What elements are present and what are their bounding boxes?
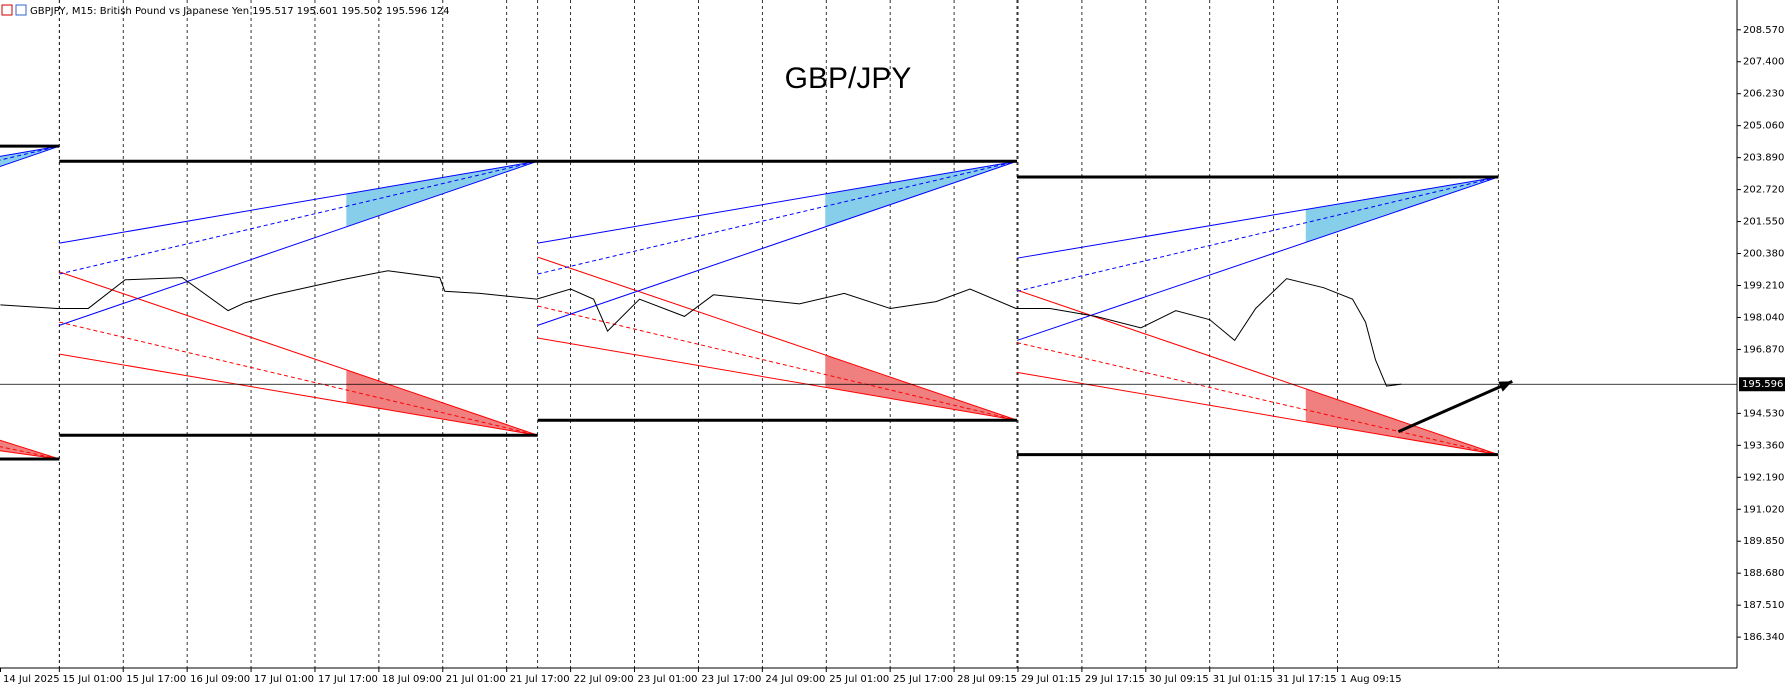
x-tick-label: 16 Jul 09:00 [190,674,250,685]
y-tick-label: 206.230 [1743,89,1784,100]
y-tick-label: 202.720 [1743,185,1784,196]
y-tick-label: 186.340 [1743,632,1784,643]
plot-area [0,0,1513,668]
x-tick-label: 23 Jul 01:00 [638,674,698,685]
x-tick-label: 15 Jul 17:00 [126,674,186,685]
blue-fan-line [1016,176,1499,341]
y-tick-label: 198.040 [1743,312,1784,323]
x-tick-label: 22 Jul 09:00 [574,674,634,685]
blue-fan-line [1016,176,1499,292]
y-tick-label: 189.850 [1743,536,1784,547]
red-fan-line [59,353,538,436]
x-tick-label: 15 Jul 01:00 [62,674,122,685]
y-tick-label: 187.510 [1743,600,1784,611]
y-tick-label: 207.400 [1743,57,1784,68]
blue-fan-line [537,160,1018,244]
red-fan-line [537,256,1018,421]
y-tick-label: 200.380 [1743,249,1784,260]
x-tick-label: 1 Aug 09:15 [1341,674,1402,685]
x-tick-label: 29 Jul 01:15 [1021,674,1081,685]
red-fan-line [537,337,1018,421]
y-tick-label: 191.020 [1743,504,1784,515]
red-fan-line [59,321,538,436]
x-tick-label: 30 Jul 09:15 [1149,674,1209,685]
x-tick-label: 21 Jul 01:00 [446,674,506,685]
projection-arrow [1397,380,1513,434]
y-tick-label: 201.550 [1743,217,1784,228]
x-tick-label: 25 Jul 17:00 [893,674,953,685]
header: GBPJPY, M15: British Pound vs Japanese Y… [30,6,450,17]
blue-fan-line [59,160,538,275]
red-fan-line [59,271,538,436]
blue-fan-line [1016,176,1499,259]
x-tick-label: 18 Jul 09:00 [382,674,442,685]
x-tick-label: 28 Jul 09:15 [957,674,1017,685]
header-icons [1,4,27,16]
y-tick-label: 205.060 [1743,121,1784,132]
icon [15,4,27,16]
price-line [0,270,1402,387]
y-tick-label: 199.210 [1743,281,1784,292]
y-tick-label: 193.360 [1743,440,1784,451]
x-tick-label: 17 Jul 17:00 [318,674,378,685]
red-fan-line [1016,342,1499,456]
y-tick-label: 194.530 [1743,408,1784,419]
x-tick-label: 31 Jul 01:15 [1213,674,1273,685]
blue-fan-line [59,160,538,244]
icon [1,4,13,16]
blue-fan-line [537,160,1018,275]
x-tick-label: 24 Jul 09:00 [765,674,825,685]
y-tick-label: 196.870 [1743,344,1784,355]
y-tick-label: 208.570 [1743,25,1784,36]
chart-title: GBP/JPY [785,62,912,95]
y-tick-label: 192.190 [1743,472,1784,483]
blue-fan-line [537,160,1018,326]
blue-fan-line [59,160,538,326]
x-tick-label: 14 Jul 2025 [3,674,60,685]
red-fan-line [537,305,1018,421]
y-tick-label: 203.890 [1743,153,1784,164]
red-fan-line [1016,289,1499,456]
y-tick-label: 188.680 [1743,568,1784,579]
x-tick-label: 21 Jul 17:00 [510,674,570,685]
x-tick-label: 31 Jul 17:15 [1277,674,1337,685]
red-fan-line [1016,371,1499,456]
last-price-label: 195.596 [1742,379,1783,390]
x-tick-label: 23 Jul 17:00 [701,674,761,685]
last-price-box [1739,377,1785,392]
x-tick-label: 29 Jul 17:15 [1085,674,1145,685]
x-tick-label: 25 Jul 01:00 [829,674,889,685]
x-tick-label: 17 Jul 01:00 [254,674,314,685]
